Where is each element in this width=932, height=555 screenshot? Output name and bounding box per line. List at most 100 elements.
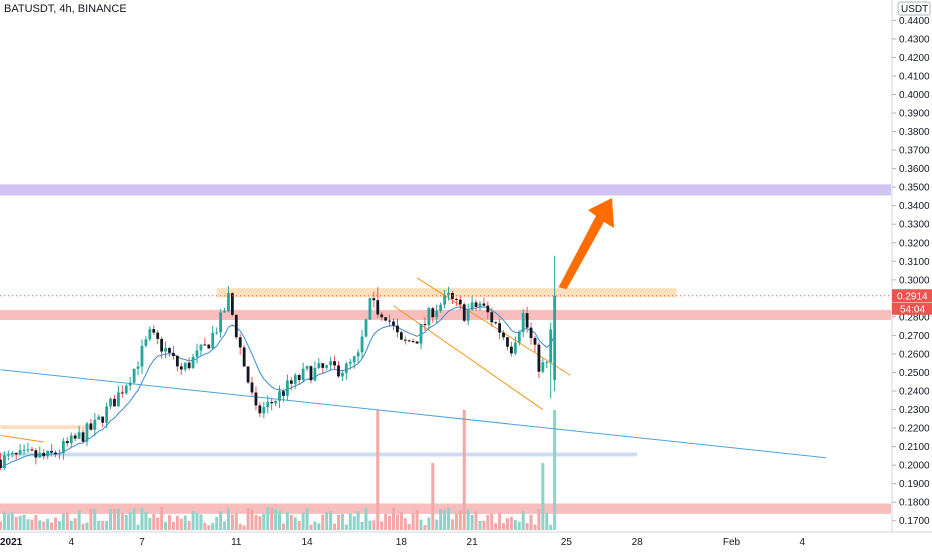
volume-bar: [537, 508, 541, 530]
volume-bar: [289, 515, 293, 530]
x-tick-label: 25: [561, 537, 573, 548]
x-tick-label: 21: [467, 537, 479, 548]
candle-body: [199, 344, 203, 351]
candle-body: [423, 324, 427, 326]
candle: [360, 329, 364, 359]
y-tick-label: 0.2200: [899, 424, 930, 435]
candle: [333, 355, 336, 370]
candle-body: [364, 319, 368, 337]
candle-body: [466, 309, 470, 321]
volume-bar: [325, 512, 329, 530]
candle: [199, 344, 203, 356]
candle: [537, 342, 541, 379]
candle-body: [191, 356, 195, 369]
y-tick-label: 0.1800: [899, 498, 930, 509]
volume-bar: [136, 524, 140, 530]
candle-body: [30, 449, 34, 451]
candle-body: [462, 304, 466, 321]
volume-bar: [81, 524, 85, 530]
candle-body: [529, 327, 533, 339]
candle-body: [65, 441, 69, 444]
candle-body: [38, 452, 42, 458]
countdown-badge: [892, 302, 932, 315]
candle-body: [22, 449, 26, 451]
candle: [529, 322, 533, 345]
candle: [117, 385, 120, 407]
volume-bar: [376, 410, 380, 530]
volume-bar: [207, 525, 211, 530]
candle: [179, 362, 183, 376]
volume-bar: [443, 509, 447, 530]
volume-bar: [73, 518, 77, 530]
candle: [219, 309, 222, 338]
x-tick-label: Feb: [723, 537, 741, 548]
candle: [128, 376, 132, 391]
candle-body: [458, 299, 462, 305]
candle: [160, 336, 164, 359]
candle-body: [510, 346, 513, 354]
candle-body: [109, 398, 112, 407]
volume-bar: [57, 521, 61, 530]
candle-body: [179, 366, 183, 370]
candle: [396, 318, 399, 338]
candle: [462, 302, 466, 323]
candle: [337, 360, 340, 379]
volume-bar: [372, 520, 376, 530]
last-price-label: 0.2914: [897, 291, 928, 302]
candle-body: [227, 293, 230, 312]
volume-bar: [533, 524, 537, 530]
volume-bar: [152, 513, 156, 530]
volume-bar: [462, 410, 466, 530]
candle: [144, 336, 148, 348]
volume-bar: [490, 513, 494, 530]
candle: [348, 358, 352, 370]
candle-body: [517, 331, 521, 343]
candle-body: [10, 452, 14, 455]
volume-bar: [77, 510, 81, 530]
candle-body: [321, 363, 325, 368]
candle: [152, 325, 156, 336]
y-tick-label: 0.3400: [899, 201, 930, 212]
y-tick-label: 0.3800: [899, 127, 930, 138]
volume-bar: [116, 508, 120, 530]
x-tick-label: 14: [301, 537, 313, 548]
volume-bar: [293, 517, 297, 530]
candle: [109, 397, 112, 410]
chart-title: BATUSDT, 4h, BINANCE: [4, 3, 127, 15]
candle: [285, 374, 289, 401]
candle-body: [77, 432, 81, 439]
candle: [10, 451, 14, 458]
candle: [140, 339, 144, 374]
candle: [427, 306, 431, 330]
candle: [58, 449, 61, 460]
candle: [6, 450, 10, 461]
candle: [482, 297, 486, 308]
candle-body: [89, 423, 93, 430]
candle-body: [470, 302, 474, 310]
candle-body: [352, 356, 356, 362]
y-tick-label: 0.2300: [899, 405, 930, 416]
y-tick-label: 0.4400: [899, 16, 930, 27]
volume-bar: [18, 515, 22, 530]
volume-bar: [30, 519, 34, 530]
candle: [266, 395, 270, 414]
candle-body: [411, 341, 415, 343]
candle: [175, 354, 179, 372]
candle: [113, 395, 116, 407]
volume-bar: [0, 521, 2, 530]
volume-bar: [439, 509, 443, 530]
volume-bar: [509, 516, 513, 530]
candle-body: [293, 375, 297, 384]
y-tick-label: 0.3500: [899, 183, 930, 194]
volume-bar: [380, 521, 384, 530]
candle: [490, 307, 494, 327]
candle: [494, 321, 498, 325]
last-price-badge: [892, 289, 932, 303]
volume-bar: [329, 511, 333, 530]
candle-body: [172, 352, 175, 356]
volume-bar: [278, 510, 282, 530]
candle: [411, 338, 415, 344]
candle: [297, 373, 301, 385]
